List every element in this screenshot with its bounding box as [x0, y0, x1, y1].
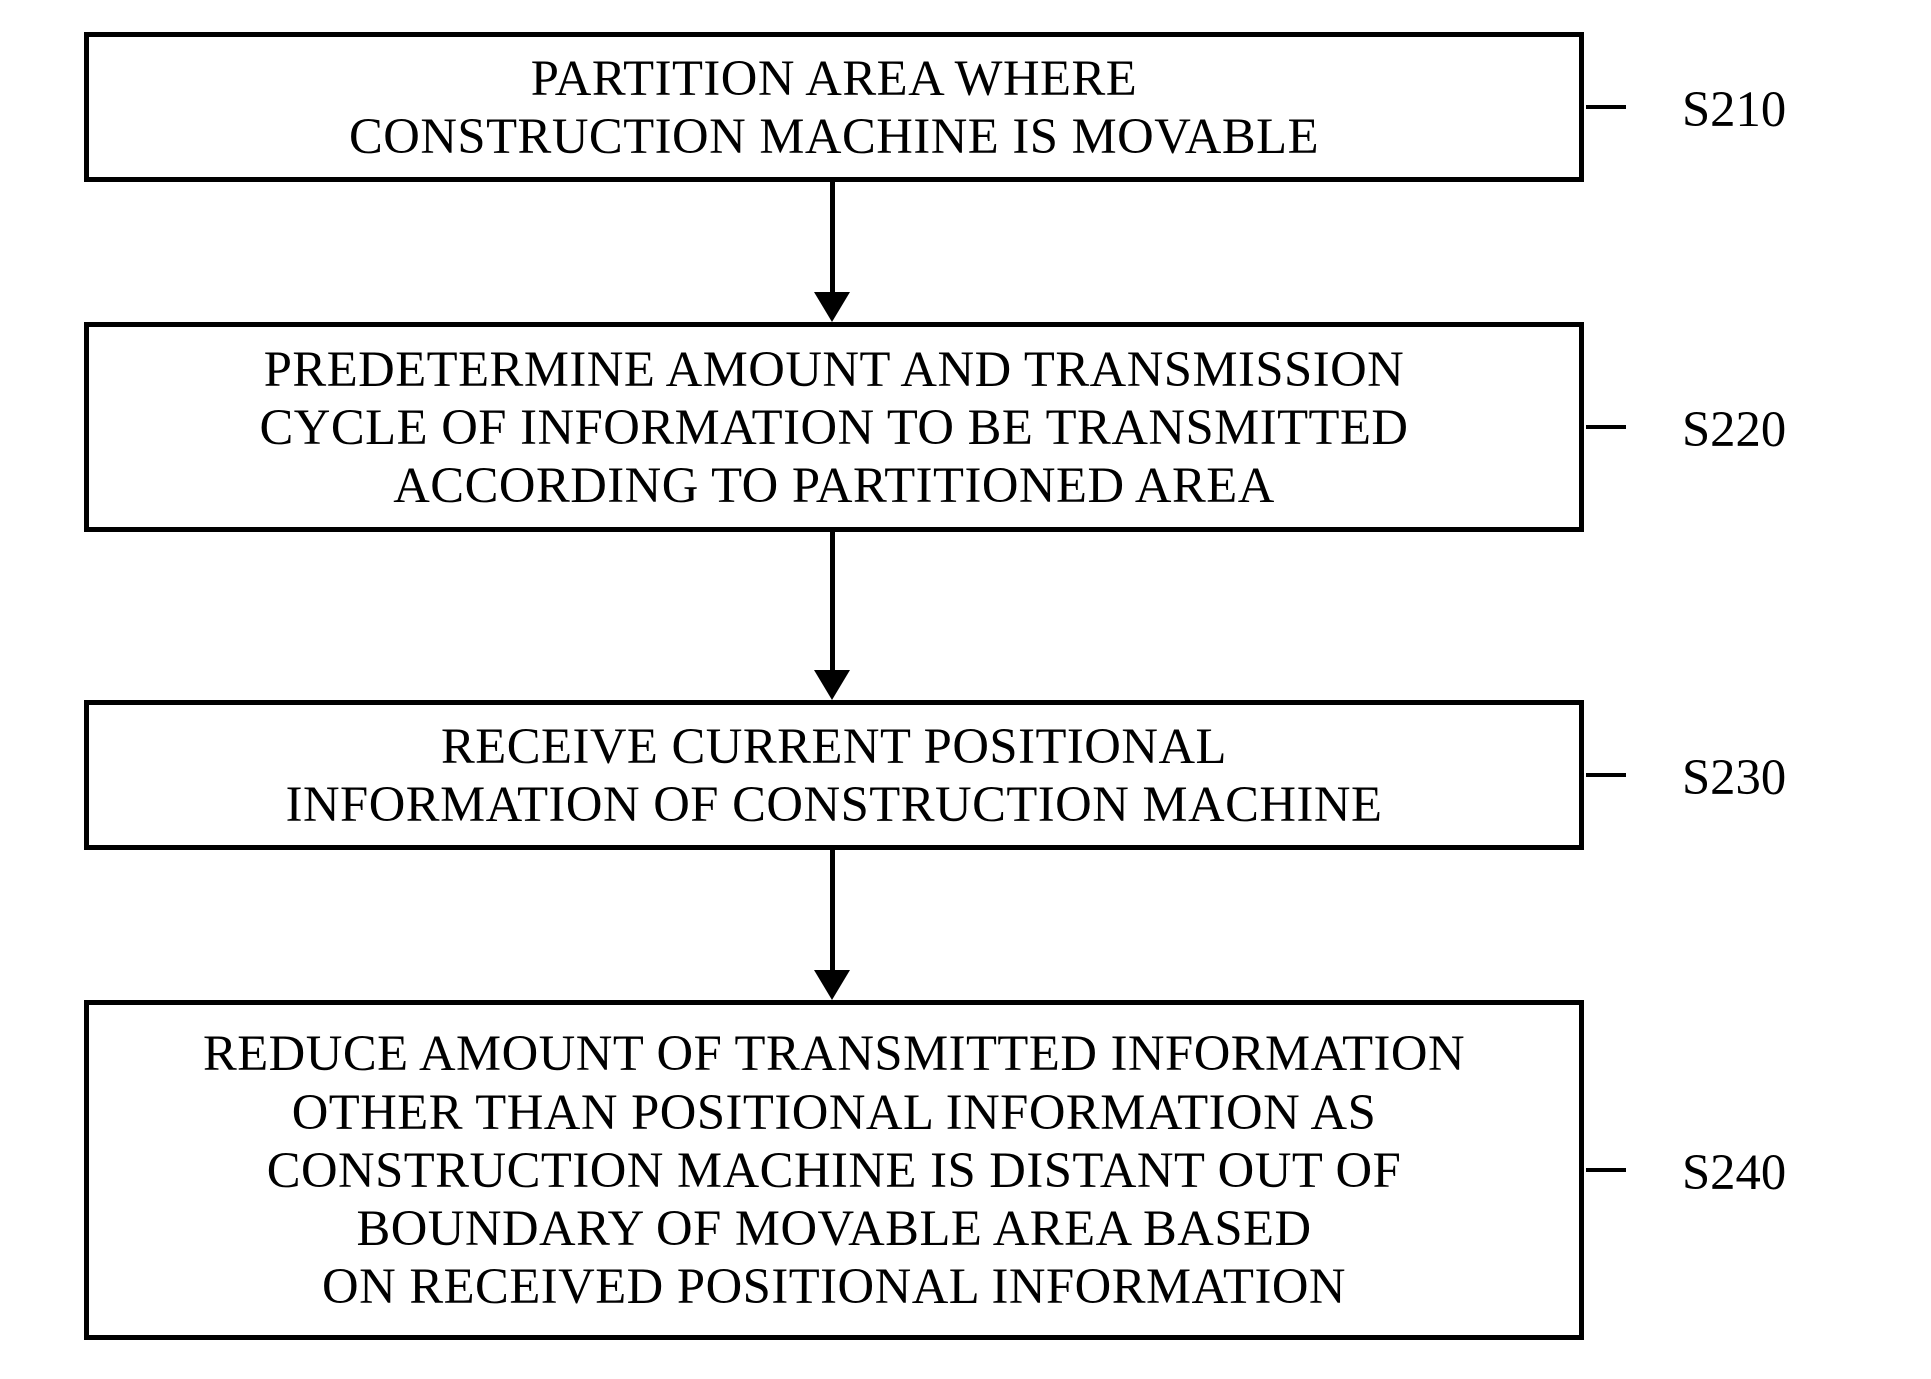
label-connector-s240 — [1586, 1168, 1626, 1172]
step-label-s240: S240 — [1682, 1143, 1786, 1201]
arrow-head-s210-s220 — [814, 292, 850, 322]
step-text-s210: PARTITION AREA WHERE CONSTRUCTION MACHIN… — [349, 49, 1319, 166]
label-connector-s210 — [1586, 105, 1626, 109]
step-text-s220: PREDETERMINE AMOUNT AND TRANSMISSION CYC… — [260, 340, 1409, 515]
arrow-line-s210-s220 — [830, 182, 835, 292]
arrow-head-s220-s230 — [814, 670, 850, 700]
step-text-s240: REDUCE AMOUNT OF TRANSMITTED INFORMATION… — [203, 1024, 1465, 1315]
label-connector-s230 — [1586, 773, 1626, 777]
step-box-s220: PREDETERMINE AMOUNT AND TRANSMISSION CYC… — [84, 322, 1584, 532]
flowchart-canvas: PARTITION AREA WHERE CONSTRUCTION MACHIN… — [0, 0, 1931, 1379]
step-box-s240: REDUCE AMOUNT OF TRANSMITTED INFORMATION… — [84, 1000, 1584, 1340]
step-label-s220: S220 — [1682, 400, 1786, 458]
arrow-head-s230-s240 — [814, 970, 850, 1000]
arrow-line-s230-s240 — [830, 850, 835, 970]
step-box-s230: RECEIVE CURRENT POSITIONAL INFORMATION O… — [84, 700, 1584, 850]
step-box-s210: PARTITION AREA WHERE CONSTRUCTION MACHIN… — [84, 32, 1584, 182]
step-text-s230: RECEIVE CURRENT POSITIONAL INFORMATION O… — [286, 717, 1383, 834]
step-label-s210: S210 — [1682, 80, 1786, 138]
label-connector-s220 — [1586, 425, 1626, 429]
step-label-s230: S230 — [1682, 748, 1786, 806]
arrow-line-s220-s230 — [830, 532, 835, 670]
